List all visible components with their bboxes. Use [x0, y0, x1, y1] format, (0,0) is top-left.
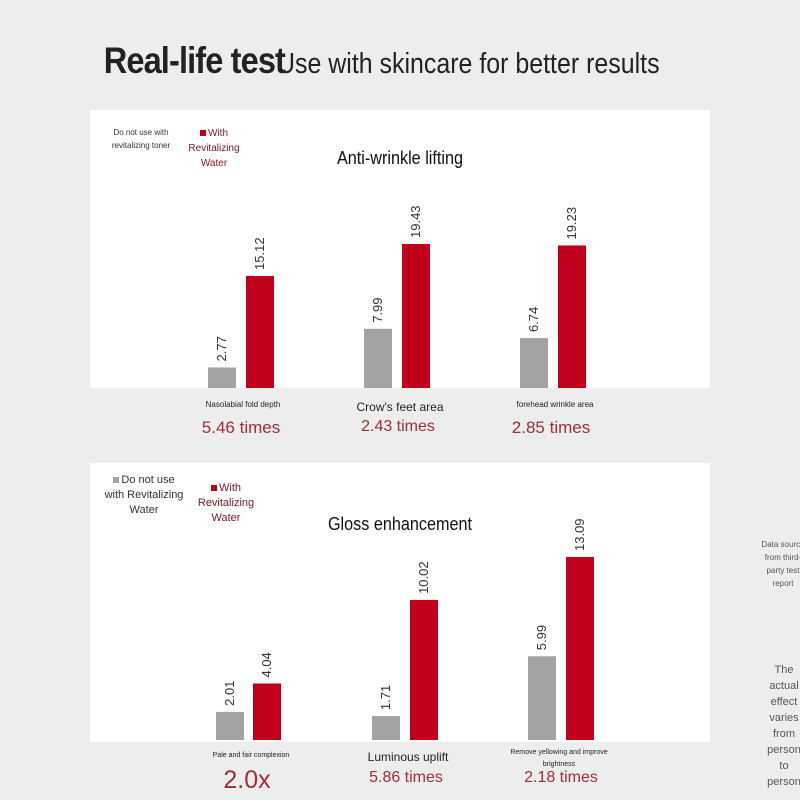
disclaimer-note: The actual effect varies from person to …	[767, 664, 800, 788]
legend-item-red: With Revitalizing Water	[184, 481, 268, 526]
bar-value-label: 2.77	[214, 336, 229, 361]
chart-title: Gloss enhancement	[327, 514, 473, 534]
chart-panel-anti-wrinkle	[90, 110, 710, 388]
bar-red	[558, 245, 586, 388]
ratio-label: 2.0x	[223, 766, 271, 794]
legend-item-grey: Do not use with Revitalizing Water	[104, 473, 184, 518]
bar-value-label: 1.71	[378, 685, 393, 710]
legend-item-grey: Do not use with revitalizing toner	[95, 126, 187, 152]
bar-grey	[372, 716, 400, 740]
bar-value-label: 10.02	[416, 561, 431, 594]
data-source-note: Data source from third-party test report	[761, 540, 800, 588]
category-label: Pale and fair complexion	[212, 752, 290, 759]
category-label: Crow's feet area	[356, 400, 444, 414]
bar-value-label: 19.23	[564, 207, 579, 240]
chart-panel-gloss	[90, 463, 710, 742]
page-title: Real-life testUse with skincare for bett…	[0, 40, 800, 90]
ratio-label: 2.85 times	[511, 418, 591, 437]
bar-grey	[364, 328, 392, 388]
bar-grey	[216, 711, 244, 740]
bar-grey	[528, 656, 556, 740]
legend-label: Do not use with Revitalizing Water	[104, 474, 184, 516]
bar-value-label: 6.74	[526, 307, 541, 332]
legend-label: With Revitalizing Water	[188, 128, 240, 169]
bar-red	[566, 557, 594, 740]
ratio-label: 5.86 times	[369, 769, 443, 786]
bar-value-label: 2.01	[222, 681, 237, 706]
legend-swatch-icon	[200, 130, 206, 137]
bar-red	[410, 599, 438, 740]
title-main: Real-life test	[103, 40, 285, 81]
bar-grey	[208, 367, 236, 388]
bar-red	[253, 683, 281, 740]
category-label: forehead wrinkle area	[516, 400, 594, 409]
legend-item-red: With Revitalizing Water	[176, 126, 252, 171]
ratio-label: 5.46 times	[201, 418, 281, 437]
legend-swatch-icon	[113, 477, 120, 484]
ratio-label: 2.43 times	[361, 418, 435, 435]
legend-label: With Revitalizing Water	[197, 482, 255, 524]
category-label: Remove yellowing and improve brightness	[510, 749, 608, 768]
bar-value-label: 7.99	[370, 297, 385, 322]
ratio-label: 2.18 times	[524, 769, 598, 786]
chart-title: Anti-wrinkle lifting	[336, 148, 464, 168]
bar-value-label: 4.04	[259, 652, 274, 677]
title-subtitle: Use with skincare for better results	[276, 48, 660, 80]
bar-value-label: 13.09	[572, 518, 587, 551]
legend-label: Do not use with revitalizing toner	[111, 128, 171, 150]
category-label: Nasolabial fold depth	[205, 400, 281, 409]
bar-value-label: 5.99	[534, 625, 549, 650]
bar-value-label: 15.12	[252, 237, 267, 270]
legend-swatch-icon	[211, 485, 217, 492]
bar-red	[246, 275, 274, 388]
bar-red	[402, 244, 430, 388]
bar-grey	[520, 338, 548, 388]
bar-value-label: 19.43	[408, 205, 423, 238]
category-label: Luminous uplift	[367, 750, 449, 764]
